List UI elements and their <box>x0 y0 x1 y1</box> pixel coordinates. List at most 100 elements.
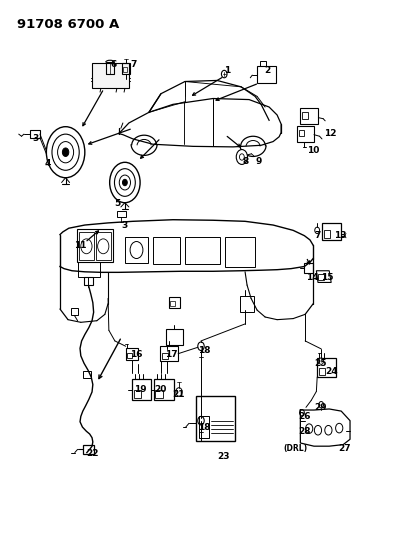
Text: 21: 21 <box>172 390 185 399</box>
Text: 20: 20 <box>154 385 166 394</box>
Text: 8: 8 <box>242 157 248 166</box>
Text: 2: 2 <box>263 67 269 75</box>
Text: 12: 12 <box>323 129 335 138</box>
Text: 18: 18 <box>197 423 210 432</box>
Circle shape <box>119 175 130 190</box>
Text: 1: 1 <box>223 67 230 75</box>
Bar <box>29 131 40 138</box>
Text: 91708 6700 A: 91708 6700 A <box>17 18 119 31</box>
Text: 19: 19 <box>134 385 146 394</box>
Text: 15: 15 <box>320 273 332 281</box>
Bar <box>165 329 182 345</box>
Circle shape <box>324 425 331 435</box>
Bar <box>301 112 307 119</box>
Circle shape <box>122 179 127 185</box>
Bar <box>316 359 336 377</box>
Text: (DRL): (DRL) <box>282 444 306 453</box>
Circle shape <box>239 154 244 160</box>
Circle shape <box>314 227 319 233</box>
Bar <box>169 301 174 306</box>
Bar <box>300 108 318 124</box>
Circle shape <box>109 163 140 203</box>
Text: 24: 24 <box>324 367 337 376</box>
Bar <box>152 237 180 264</box>
Text: 27: 27 <box>337 444 350 453</box>
Text: 11: 11 <box>73 241 86 250</box>
Bar <box>321 223 340 240</box>
Text: 25: 25 <box>313 359 326 368</box>
Text: 4: 4 <box>45 159 51 168</box>
Circle shape <box>197 416 204 425</box>
Circle shape <box>46 127 85 177</box>
Text: 26: 26 <box>298 412 310 421</box>
Text: 22: 22 <box>85 449 98 458</box>
Bar <box>92 63 129 88</box>
Bar <box>161 353 168 359</box>
Bar <box>304 263 312 273</box>
Text: 16: 16 <box>130 350 142 359</box>
Circle shape <box>62 148 69 157</box>
Bar <box>184 237 220 264</box>
Bar <box>122 63 130 74</box>
Bar <box>323 230 329 238</box>
Text: 7: 7 <box>314 231 320 240</box>
Bar <box>198 416 208 438</box>
Bar <box>168 297 180 308</box>
Text: 18: 18 <box>197 346 210 355</box>
Bar <box>240 296 254 312</box>
Circle shape <box>221 70 227 78</box>
Bar <box>117 211 126 217</box>
Circle shape <box>299 409 304 416</box>
Text: 10: 10 <box>306 146 318 155</box>
Bar <box>95 232 111 260</box>
Bar <box>318 368 324 375</box>
Bar <box>83 370 91 378</box>
Bar <box>126 349 138 360</box>
Bar <box>127 353 132 358</box>
Text: 23: 23 <box>216 453 229 462</box>
Text: 13: 13 <box>333 231 346 240</box>
Bar <box>77 229 113 262</box>
Bar <box>317 274 324 280</box>
Bar <box>132 379 150 400</box>
Text: 17: 17 <box>164 350 177 359</box>
Text: 9: 9 <box>255 157 261 166</box>
Circle shape <box>314 425 321 435</box>
Circle shape <box>52 134 79 170</box>
Bar <box>259 61 265 66</box>
Circle shape <box>57 142 73 163</box>
Text: 6: 6 <box>110 60 117 69</box>
Bar <box>296 126 313 142</box>
Circle shape <box>175 387 182 396</box>
Circle shape <box>81 239 92 254</box>
Circle shape <box>318 401 323 408</box>
Bar <box>225 237 255 266</box>
Bar <box>71 308 78 316</box>
Bar <box>105 62 114 74</box>
Text: 3: 3 <box>122 221 128 230</box>
Bar <box>123 67 127 72</box>
Circle shape <box>97 239 109 254</box>
Bar <box>196 395 235 441</box>
Bar <box>153 379 173 400</box>
Circle shape <box>236 150 247 165</box>
Circle shape <box>114 168 135 196</box>
Text: 29: 29 <box>313 403 326 412</box>
Bar <box>134 390 141 398</box>
Bar <box>298 130 304 136</box>
Text: 28: 28 <box>298 427 310 436</box>
Circle shape <box>130 241 143 259</box>
Text: 5: 5 <box>114 199 120 208</box>
Bar <box>160 346 178 361</box>
Text: 3: 3 <box>33 134 39 143</box>
Circle shape <box>318 358 323 365</box>
Text: 7: 7 <box>130 60 137 69</box>
Circle shape <box>197 342 204 351</box>
Bar <box>79 232 94 260</box>
Bar <box>83 445 94 454</box>
Bar <box>125 237 148 263</box>
Bar <box>84 277 93 285</box>
Bar <box>77 262 99 277</box>
Bar <box>257 66 275 83</box>
Circle shape <box>305 424 312 433</box>
